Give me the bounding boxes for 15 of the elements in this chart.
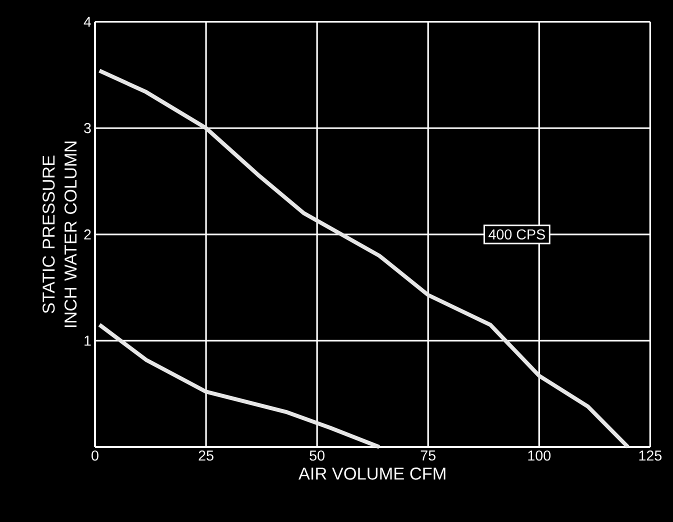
- y-tick-label: 1: [84, 336, 91, 346]
- annotation: 400 CPS: [488, 229, 545, 240]
- x-axis-title: AIR VOLUME CFM: [298, 468, 446, 480]
- y-tick-label: 3: [84, 123, 91, 134]
- line-series: [97, 322, 382, 449]
- x-tick-label: 75: [420, 450, 436, 461]
- y-tick-label: 2: [84, 229, 91, 240]
- y-tick-label: 4: [84, 16, 92, 27]
- x-tick-label: 50: [310, 450, 324, 461]
- x-tick-label: 0: [92, 450, 98, 461]
- y-axis-title: STATIC PRESSURE INCH WATER COLUMN: [42, 142, 77, 328]
- line-series: [97, 68, 630, 449]
- x-tick-label: 25: [198, 450, 214, 461]
- x-tick-label: 100: [528, 450, 551, 461]
- x-tick-label: 125: [639, 450, 662, 461]
